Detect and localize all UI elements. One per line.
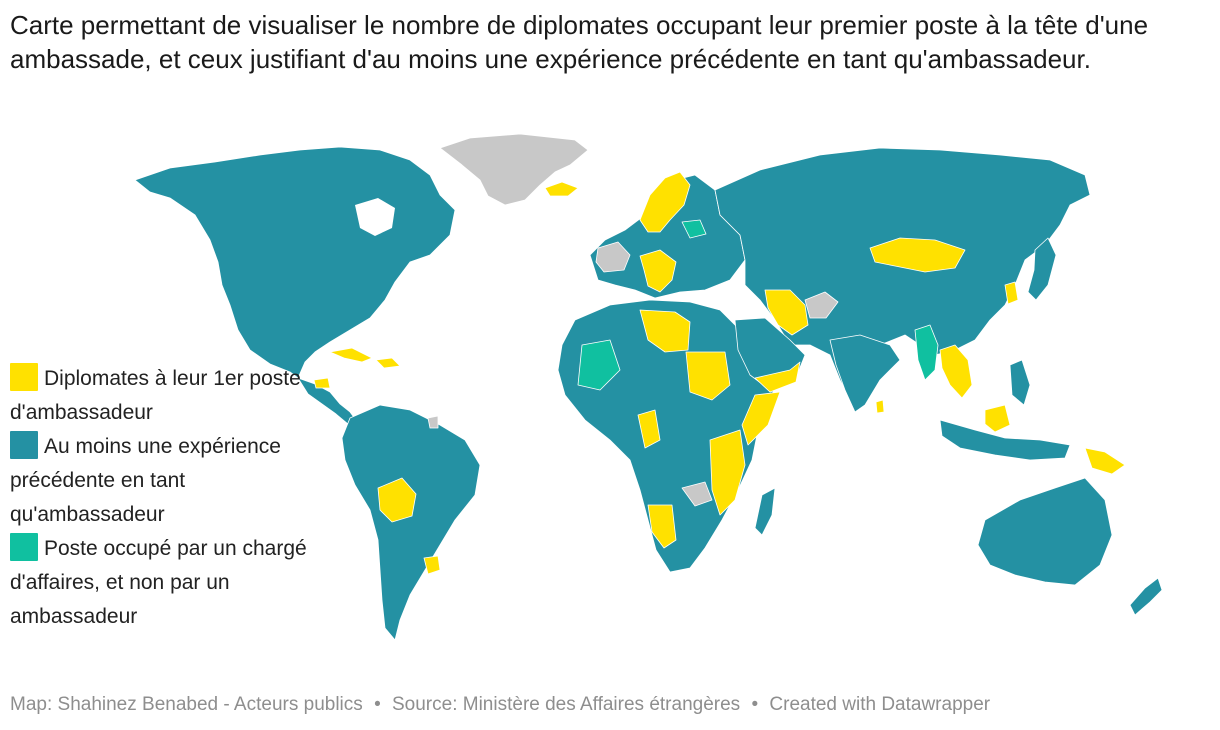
region-zambia[interactable] [681,481,713,507]
region-east-africa[interactable] [709,429,746,516]
region-mongolia[interactable] [869,237,966,273]
region-png[interactable] [1084,447,1126,475]
region-scandinavia[interactable] [639,171,691,233]
region-japan[interactable] [1027,237,1057,301]
region-belarus[interactable] [681,219,707,239]
region-madagascar[interactable] [754,487,776,536]
region-somalia[interactable] [741,391,781,446]
footer: Map: Shahinez Benabed - Acteurs publics … [10,694,990,716]
region-south-america[interactable] [341,404,481,641]
legend-swatch-first-post [10,363,38,391]
region-greenland[interactable] [439,133,589,206]
region-indonesia[interactable] [939,419,1071,461]
region-namibia[interactable] [647,504,677,549]
footer-separator: • [751,694,759,715]
region-new-zealand[interactable] [1129,577,1163,616]
legend-item-first-post: Diplomates à leur 1er poste d'ambassadeu… [10,362,330,430]
source-credit: Source: Ministère des Affaires étrangère… [392,694,741,715]
region-india[interactable] [829,334,901,413]
region-french-guiana[interactable] [427,415,439,429]
legend-label-first-post: Diplomates à leur 1er poste d'ambassadeu… [10,367,301,424]
legend: Diplomates à leur 1er poste d'ambassadeu… [10,362,330,634]
legend-swatch-charge-affaires [10,533,38,561]
legend-label-charge-affaires: Poste occupé par un chargé d'affaires, e… [10,537,307,628]
region-bolivia[interactable] [377,477,417,523]
world-map [134,133,1163,641]
region-france[interactable] [595,241,631,273]
region-sri-lanka[interactable] [875,399,885,414]
region-iceland[interactable] [544,181,579,197]
region-italy-balkans[interactable] [639,249,677,293]
region-gabon[interactable] [637,409,661,449]
footer-separator: • [374,694,381,715]
region-north-america[interactable] [134,146,456,379]
region-libya[interactable] [639,309,691,353]
region-philippines[interactable] [1009,359,1031,406]
legend-swatch-experienced [10,431,38,459]
region-australia[interactable] [977,477,1113,586]
region-uruguay[interactable] [423,555,441,575]
legend-item-experienced: Au moins une expérience précédente en ta… [10,430,330,532]
region-cuba[interactable] [329,347,373,363]
region-mali[interactable] [577,339,621,391]
region-sudan[interactable] [685,351,731,401]
hudson-bay [355,198,395,236]
legend-label-experienced: Au moins une expérience précédente en ta… [10,435,281,526]
tool-credit: Created with Datawrapper [769,694,991,715]
region-korea[interactable] [1004,281,1019,305]
region-iran[interactable] [764,289,809,336]
region-yemen[interactable] [754,361,801,393]
region-afghanistan[interactable] [804,291,839,319]
region-honduras[interactable] [313,377,331,389]
region-hispaniola[interactable] [375,357,401,369]
legend-item-charge-affaires: Poste occupé par un chargé d'affaires, e… [10,532,330,634]
region-indochina[interactable] [939,344,973,399]
region-myanmar[interactable] [914,324,939,381]
map-credit: Map: Shahinez Benabed - Acteurs publics [10,694,363,715]
map-title: Carte permettant de visualiser le nombre… [10,10,1149,74]
region-borneo[interactable] [984,404,1011,433]
